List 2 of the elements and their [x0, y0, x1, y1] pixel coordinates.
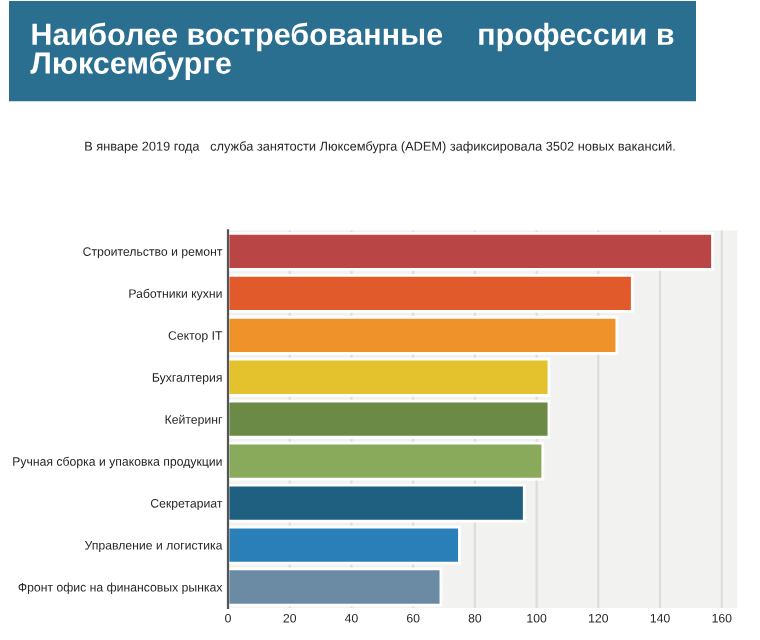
chart-title: Наиболее востребованные профессии в Люксембурге [30, 22, 674, 80]
bar [228, 567, 443, 607]
